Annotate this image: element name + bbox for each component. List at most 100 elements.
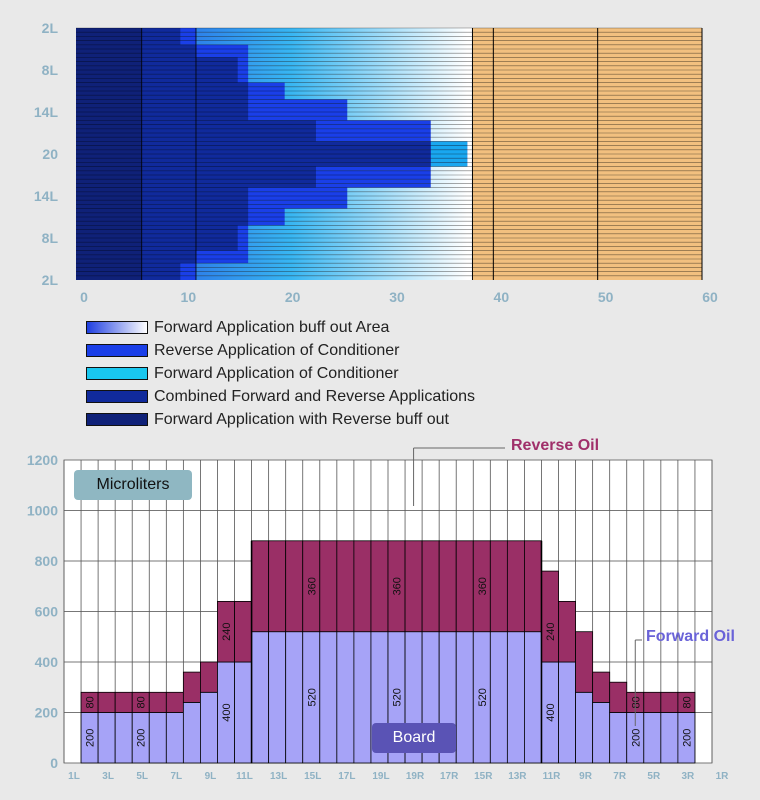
forward-reverse-buff-row xyxy=(76,162,142,167)
combined-application-row xyxy=(76,221,249,226)
forward-reverse-buff-row xyxy=(76,95,142,100)
forward-oil-bar xyxy=(455,631,474,764)
forward-oil-bar xyxy=(148,712,167,764)
reverse-oil-bar xyxy=(353,540,372,633)
forward-reverse-buff-row xyxy=(76,120,142,125)
y-tick-label: 2L xyxy=(42,272,59,288)
forward-reverse-buff-row xyxy=(76,116,142,121)
x-tick-label: 17R xyxy=(440,771,459,782)
combined-application-row xyxy=(76,149,431,154)
combined-application-row xyxy=(76,95,249,100)
combined-application-row xyxy=(76,57,238,62)
legend-label: Forward Application with Reverse buff ou… xyxy=(154,410,449,428)
buff-out-row xyxy=(76,28,468,33)
forward-conditioner-row xyxy=(430,149,468,154)
combined-application-row xyxy=(76,204,249,209)
forward-reverse-buff-row xyxy=(76,246,142,251)
forward-reverse-buff-row xyxy=(76,61,142,66)
combined-application-row xyxy=(76,158,431,163)
buff-out-row xyxy=(76,57,468,62)
buff-out-row xyxy=(76,53,468,58)
combined-application-row xyxy=(76,246,238,251)
buff-out-row xyxy=(76,44,468,49)
x-tick-label: 60 xyxy=(702,289,718,305)
combined-application-row xyxy=(76,217,249,222)
forward-reverse-buff-row xyxy=(76,271,142,276)
reverse-oil-bar xyxy=(660,691,679,713)
x-tick-label: 30 xyxy=(389,289,405,305)
reverse-oil-bar xyxy=(524,540,542,633)
reverse-oil-bar xyxy=(268,540,287,633)
combined-application-row xyxy=(76,107,249,112)
forward-conditioner-row xyxy=(430,141,468,146)
forward-reverse-buff-row xyxy=(76,65,142,70)
forward-conditioner-row xyxy=(430,158,468,163)
x-tick-label: 50 xyxy=(598,289,614,305)
reverse-oil-bar xyxy=(200,661,218,693)
forward-oil-bar xyxy=(285,631,304,764)
buff-out-row xyxy=(76,238,468,243)
x-tick-label: 10 xyxy=(181,289,197,305)
bar-value-label: 360 xyxy=(477,577,489,595)
legend-swatch xyxy=(86,321,148,334)
buff-out-row xyxy=(76,61,468,66)
forward-reverse-buff-row xyxy=(76,158,142,163)
forward-oil-bar xyxy=(97,712,116,764)
bar-value-label: 200 xyxy=(136,729,148,747)
combined-application-row xyxy=(76,141,431,146)
buff-out-row xyxy=(76,40,468,45)
reverse-oil-bar xyxy=(455,540,474,633)
forward-reverse-buff-row xyxy=(76,170,142,175)
forward-reverse-buff-row xyxy=(76,124,142,129)
combined-application-row xyxy=(76,200,249,205)
legend-item: Combined Forward and Reverse Application… xyxy=(86,385,475,408)
y-tick-label: 8L xyxy=(42,230,59,246)
forward-reverse-buff-row xyxy=(76,53,142,58)
combined-application-row xyxy=(76,196,249,201)
reverse-oil-bar xyxy=(575,631,594,693)
legend-swatch xyxy=(86,367,148,380)
combined-application-row xyxy=(76,162,431,167)
combined-application-row xyxy=(76,229,238,234)
y-tick-label: 14L xyxy=(34,188,59,204)
forward-reverse-buff-row xyxy=(76,112,142,117)
combined-application-row xyxy=(76,65,238,70)
reverse-oil-bar xyxy=(558,600,576,663)
y-tick-label: 8L xyxy=(42,62,59,78)
x-tick-label: 11R xyxy=(543,771,562,782)
bar-value-label: 240 xyxy=(221,623,233,641)
reverse-oil-bar xyxy=(182,671,201,703)
reverse-oil-bar xyxy=(421,540,440,633)
forward-reverse-buff-row xyxy=(76,36,142,41)
forward-reverse-buff-row xyxy=(76,149,142,154)
forward-reverse-buff-row xyxy=(76,208,142,213)
reverse-oil-bar xyxy=(677,691,696,713)
forward-reverse-buff-row xyxy=(76,32,142,37)
forward-reverse-buff-row xyxy=(76,225,142,230)
buff-out-row xyxy=(76,36,468,41)
buff-out-row xyxy=(76,263,468,268)
buff-out-row xyxy=(76,78,468,83)
forward-reverse-buff-row xyxy=(76,74,142,79)
forward-oil-bar xyxy=(558,661,576,764)
oil-volume-bar-chart: 0 200 400 600 800 1000 1200 200 200 400 520 520 520 4… xyxy=(27,447,729,782)
combined-application-row xyxy=(76,86,249,91)
forward-conditioner-row xyxy=(430,145,468,150)
x-tick-label: 15L xyxy=(304,771,321,782)
x-tick-label: 17L xyxy=(338,771,355,782)
reverse-oil-bar xyxy=(370,540,389,633)
buff-out-row xyxy=(76,254,468,259)
forward-reverse-buff-row xyxy=(76,70,142,75)
combined-application-row xyxy=(76,145,431,150)
forward-reverse-buff-row xyxy=(76,267,142,272)
forward-reverse-buff-row xyxy=(76,187,142,192)
bar-value-label: 240 xyxy=(545,623,557,641)
legend-swatch xyxy=(86,390,148,403)
bar-value-label: 80 xyxy=(136,696,148,708)
conditioner-application-heatmap: 2L 8L 14L 20 14L 8L 2L 0 10 20 30 40 50 60 xyxy=(34,20,718,305)
forward-reverse-buff-row xyxy=(76,196,142,201)
forward-reverse-buff-row xyxy=(76,44,142,49)
reverse-oil-callout: Reverse Oil xyxy=(511,437,600,454)
buff-out-row xyxy=(76,229,468,234)
legend-item: Forward Application with Reverse buff ou… xyxy=(86,408,475,431)
